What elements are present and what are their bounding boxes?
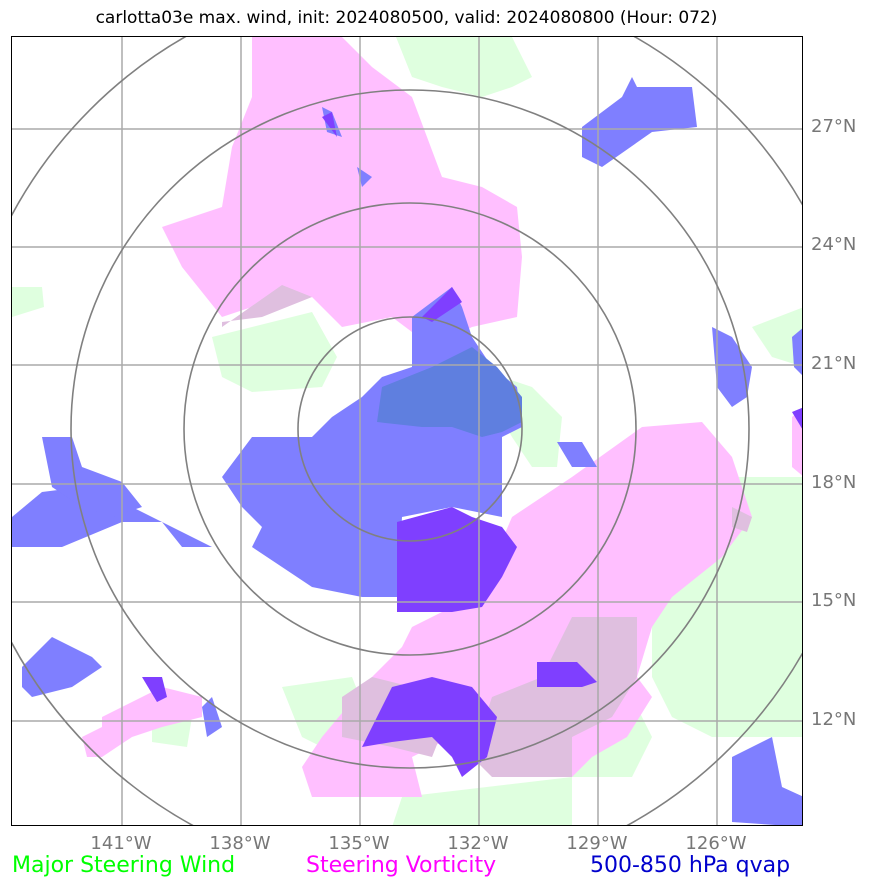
lon-label-126w: 126°W — [685, 833, 747, 854]
lon-label-132w: 132°W — [447, 833, 509, 854]
legend-steering-vorticity: Steering Vorticity — [306, 853, 497, 878]
lon-label-129w: 129°W — [566, 833, 628, 854]
lon-label-138w: 138°W — [209, 833, 271, 854]
lat-label-12n: 12°N — [811, 709, 857, 730]
lon-label-135w: 135°W — [328, 833, 390, 854]
grid-lines — [12, 37, 802, 825]
lat-label-24n: 24°N — [811, 234, 857, 255]
qvap-areas — [12, 77, 802, 825]
lat-label-27n: 27°N — [811, 116, 857, 137]
lat-label-15n: 15°N — [811, 590, 857, 611]
map-title: carlotta03e max. wind, init: 2024080500,… — [95, 8, 718, 28]
strong-qvap-areas — [142, 112, 802, 777]
legend-qvap: 500-850 hPa qvap — [590, 853, 791, 878]
lon-label-141w: 141°W — [90, 833, 152, 854]
map-panel — [11, 36, 803, 826]
lat-label-21n: 21°N — [811, 353, 857, 374]
lat-label-18n: 18°N — [811, 472, 857, 493]
qvap-wind-overlap-areas — [377, 347, 522, 437]
legend-steering-wind: Major Steering Wind — [12, 853, 236, 878]
map-canvas — [12, 37, 802, 825]
range-rings — [12, 37, 802, 825]
